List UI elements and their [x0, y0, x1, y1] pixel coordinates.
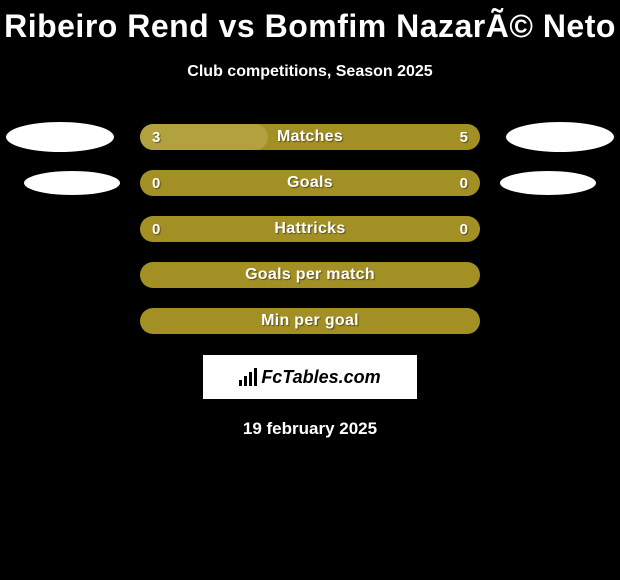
stat-row: 0 Goals 0	[0, 169, 620, 197]
stat-value-right: 0	[460, 221, 468, 238]
logo: FcTables.com	[239, 367, 380, 388]
stat-label: Goals per match	[245, 266, 375, 284]
stat-bar-min-per-goal: Min per goal	[140, 308, 480, 334]
player-right-ellipse	[506, 122, 614, 152]
stat-value-left: 0	[152, 175, 160, 192]
stat-label: Goals	[287, 174, 333, 192]
logo-text: FcTables.com	[261, 367, 380, 388]
stat-bar-matches: 3 Matches 5	[140, 124, 480, 150]
stat-row: Goals per match	[0, 261, 620, 289]
logo-chart-icon	[239, 368, 257, 386]
comparison-subtitle: Club competitions, Season 2025	[0, 63, 620, 81]
comparison-date: 19 february 2025	[0, 419, 620, 439]
player-left-ellipse	[24, 171, 120, 195]
stat-value-left: 0	[152, 221, 160, 238]
stat-bar-hattricks: 0 Hattricks 0	[140, 216, 480, 242]
stat-bar-goals: 0 Goals 0	[140, 170, 480, 196]
logo-box: FcTables.com	[203, 355, 417, 399]
player-left-ellipse	[6, 122, 114, 152]
stat-row: 0 Hattricks 0	[0, 215, 620, 243]
stat-row: Min per goal	[0, 307, 620, 335]
stat-label: Matches	[277, 128, 343, 146]
player-right-ellipse	[500, 171, 596, 195]
stat-bar-goals-per-match: Goals per match	[140, 262, 480, 288]
stat-label: Min per goal	[261, 312, 359, 330]
stat-label: Hattricks	[274, 220, 345, 238]
stat-value-right: 0	[460, 175, 468, 192]
stat-rows: 3 Matches 5 0 Goals 0 0 Hattricks 0 Goal…	[0, 123, 620, 335]
comparison-title: Ribeiro Rend vs Bomfim NazarÃ© Neto	[0, 0, 620, 45]
stat-value-left: 3	[152, 129, 160, 146]
stat-value-right: 5	[460, 129, 468, 146]
stat-row: 3 Matches 5	[0, 123, 620, 151]
